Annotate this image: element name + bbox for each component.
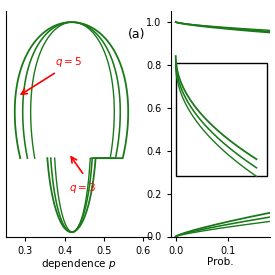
Bar [176,62,267,176]
X-axis label: dependence $p$: dependence $p$ [41,257,116,271]
X-axis label: Prob.: Prob. [207,257,233,267]
Text: $q=3$: $q=3$ [68,182,96,196]
Text: $q=5$: $q=5$ [55,55,82,69]
Text: (a): (a) [128,28,145,41]
